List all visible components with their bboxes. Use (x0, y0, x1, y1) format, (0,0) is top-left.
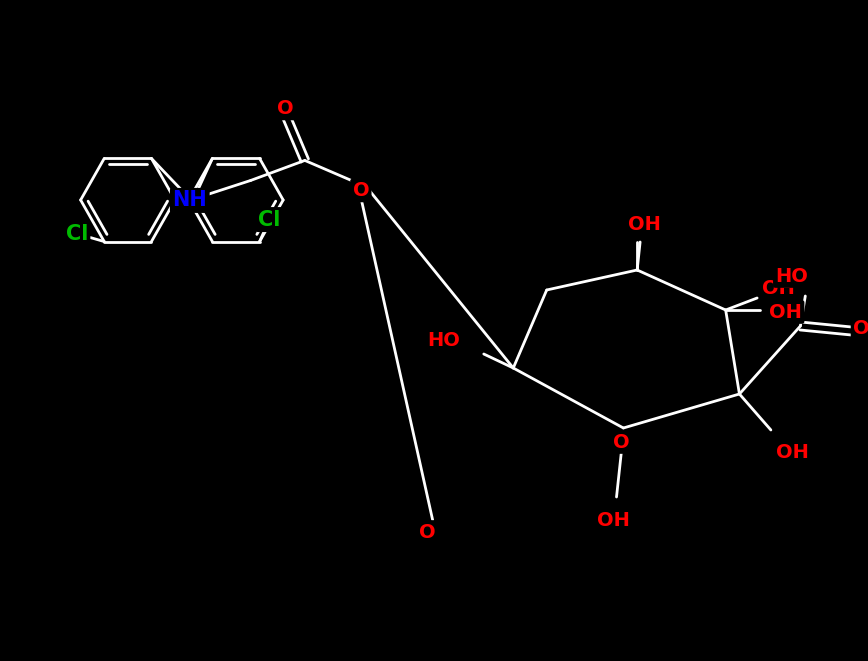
Text: O: O (352, 181, 369, 200)
Text: OH: OH (597, 512, 630, 531)
Text: O: O (613, 432, 630, 451)
Text: HO: HO (427, 330, 460, 350)
Text: Cl: Cl (259, 210, 280, 229)
Text: HO: HO (775, 266, 808, 286)
Text: OH: OH (769, 303, 802, 321)
Text: Cl: Cl (65, 223, 88, 243)
Text: OH: OH (762, 278, 795, 297)
Text: OH: OH (776, 442, 809, 461)
Text: OH: OH (625, 215, 658, 233)
Text: O: O (419, 522, 436, 541)
Text: OH: OH (628, 215, 661, 233)
Text: NH: NH (173, 190, 207, 210)
Text: O: O (853, 319, 868, 338)
Text: O: O (277, 99, 293, 118)
